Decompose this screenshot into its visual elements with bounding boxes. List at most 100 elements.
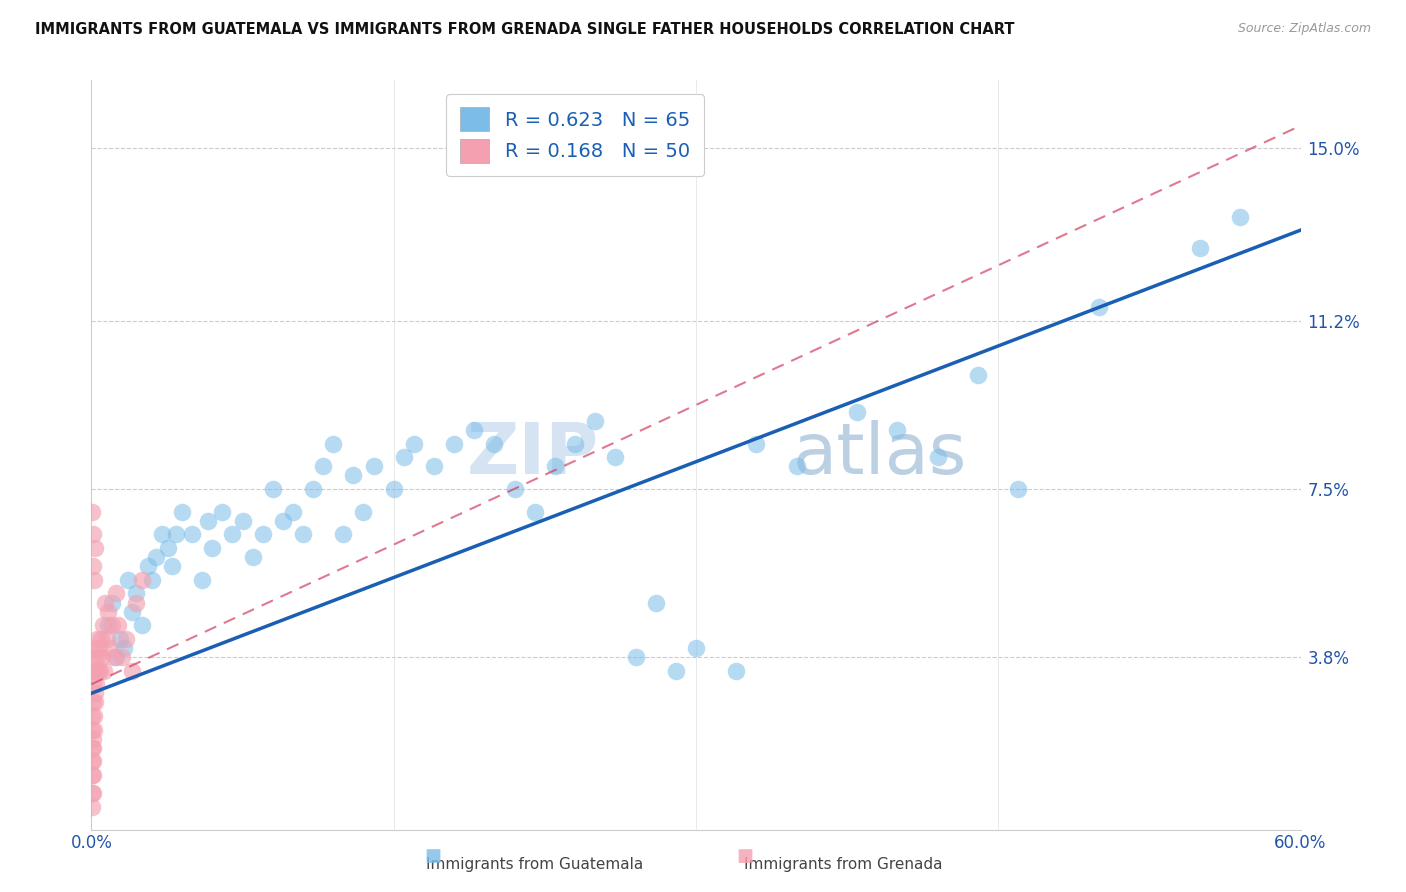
- Point: [89, 664, 111, 678]
- Point: [83, 573, 105, 587]
- Point: [544, 459, 567, 474]
- Point: [100, 618, 122, 632]
- Point: [80, 740, 103, 755]
- Point: [84, 541, 107, 555]
- Point: [96, 618, 118, 632]
- Point: [312, 459, 335, 474]
- Point: [100, 595, 122, 609]
- Point: [503, 482, 526, 496]
- Point: [103, 650, 125, 665]
- Point: [332, 527, 354, 541]
- Point: [82, 664, 104, 678]
- Point: [211, 505, 233, 519]
- Point: [201, 541, 224, 555]
- Point: [83, 650, 105, 665]
- Point: [82, 723, 104, 737]
- Point: [605, 450, 627, 465]
- Point: [82, 695, 104, 709]
- Point: [108, 632, 131, 646]
- Point: [271, 514, 294, 528]
- Point: [443, 436, 465, 450]
- Point: [583, 414, 606, 428]
- Point: [1188, 241, 1211, 255]
- Point: [181, 527, 204, 541]
- Text: Immigrants from Guatemala: Immigrants from Guatemala: [426, 857, 643, 872]
- Text: Source: ZipAtlas.com: Source: ZipAtlas.com: [1237, 22, 1371, 36]
- Point: [104, 586, 127, 600]
- Point: [82, 505, 104, 519]
- Point: [886, 423, 908, 437]
- Point: [82, 559, 104, 574]
- Point: [141, 573, 163, 587]
- Point: [221, 527, 243, 541]
- Text: ■: ■: [737, 847, 754, 865]
- Point: [83, 723, 105, 737]
- Point: [112, 640, 135, 655]
- Point: [89, 640, 111, 655]
- Point: [392, 450, 415, 465]
- Text: IMMIGRANTS FROM GUATEMALA VS IMMIGRANTS FROM GRENADA SINGLE FATHER HOUSEHOLDS CO: IMMIGRANTS FROM GUATEMALA VS IMMIGRANTS …: [35, 22, 1015, 37]
- Point: [252, 527, 274, 541]
- Point: [82, 709, 104, 723]
- Point: [1007, 482, 1029, 496]
- Point: [402, 436, 425, 450]
- Point: [302, 482, 325, 496]
- Point: [191, 573, 214, 587]
- Point: [82, 755, 104, 769]
- Point: [82, 768, 104, 782]
- Point: [382, 482, 405, 496]
- Point: [82, 786, 104, 800]
- Point: [87, 664, 110, 678]
- Point: [172, 505, 194, 519]
- Point: [83, 709, 105, 723]
- Point: [927, 450, 949, 465]
- Point: [197, 514, 219, 528]
- Point: [644, 595, 666, 609]
- Point: [107, 618, 129, 632]
- Point: [231, 514, 253, 528]
- Point: [685, 640, 707, 655]
- Point: [82, 527, 104, 541]
- Text: ■: ■: [425, 847, 441, 865]
- Point: [967, 368, 990, 383]
- Point: [80, 768, 103, 782]
- Point: [342, 468, 364, 483]
- Point: [125, 595, 148, 609]
- Point: [786, 459, 808, 474]
- Point: [145, 550, 167, 565]
- Point: [82, 755, 104, 769]
- Point: [1229, 210, 1251, 224]
- Point: [83, 640, 105, 655]
- Point: [82, 731, 104, 746]
- Point: [281, 505, 304, 519]
- Point: [322, 436, 344, 450]
- Point: [82, 740, 104, 755]
- Point: [86, 650, 108, 665]
- Point: [423, 459, 446, 474]
- Point: [84, 664, 107, 678]
- Point: [624, 650, 647, 665]
- Point: [86, 677, 108, 691]
- Point: [121, 664, 143, 678]
- Point: [484, 436, 506, 450]
- Point: [96, 632, 118, 646]
- Point: [86, 632, 108, 646]
- Point: [262, 482, 284, 496]
- Point: [725, 664, 748, 678]
- Point: [1088, 301, 1111, 315]
- Point: [111, 650, 132, 665]
- Point: [131, 618, 153, 632]
- Point: [125, 586, 148, 600]
- Point: [117, 573, 139, 587]
- Point: [165, 527, 187, 541]
- Point: [665, 664, 688, 678]
- Point: [80, 786, 103, 800]
- Point: [94, 595, 117, 609]
- Point: [745, 436, 768, 450]
- Point: [121, 605, 143, 619]
- Point: [84, 686, 107, 700]
- Point: [463, 423, 485, 437]
- Legend: R = 0.623   N = 65, R = 0.168   N = 50: R = 0.623 N = 65, R = 0.168 N = 50: [447, 94, 703, 177]
- Point: [82, 800, 104, 814]
- Point: [363, 459, 385, 474]
